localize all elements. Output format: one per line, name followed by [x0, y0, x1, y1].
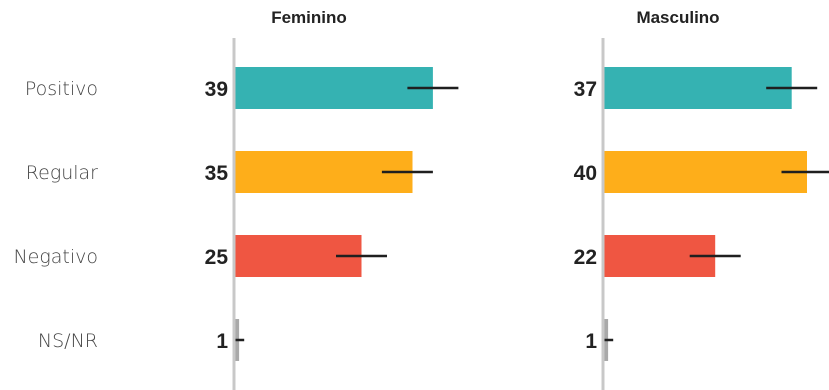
- value-label-masculino-regular: 40: [574, 162, 597, 185]
- value-label-feminino-ns-nr: 1: [216, 330, 228, 353]
- bar-feminino-positivo: [234, 67, 433, 109]
- chart-panels: Feminino 39 35 25 1 Masculino 37 40 22 1: [205, 8, 829, 390]
- panel-title: Masculino: [636, 8, 719, 27]
- category-labels: Positivo Regular Negativo NS/NR: [13, 78, 98, 352]
- category-label-positivo: Positivo: [25, 78, 98, 100]
- panel-feminino: Feminino 39 35 25 1: [205, 8, 459, 390]
- panel-masculino: Masculino 37 40 22 1: [574, 8, 829, 390]
- value-label-masculino-negativo: 22: [574, 246, 597, 269]
- category-label-regular: Regular: [26, 162, 98, 184]
- value-label-feminino-regular: 35: [205, 162, 229, 185]
- panel-title: Feminino: [271, 8, 347, 27]
- value-label-feminino-negativo: 25: [205, 246, 229, 269]
- value-label-masculino-ns-nr: 1: [585, 330, 597, 353]
- category-label-negativo: Negativo: [13, 246, 98, 268]
- value-label-feminino-positivo: 39: [205, 78, 228, 101]
- category-label-ns-nr: NS/NR: [38, 330, 98, 352]
- value-label-masculino-positivo: 37: [574, 78, 597, 101]
- bar-masculino-positivo: [603, 67, 792, 109]
- bar-masculino-regular: [603, 151, 807, 193]
